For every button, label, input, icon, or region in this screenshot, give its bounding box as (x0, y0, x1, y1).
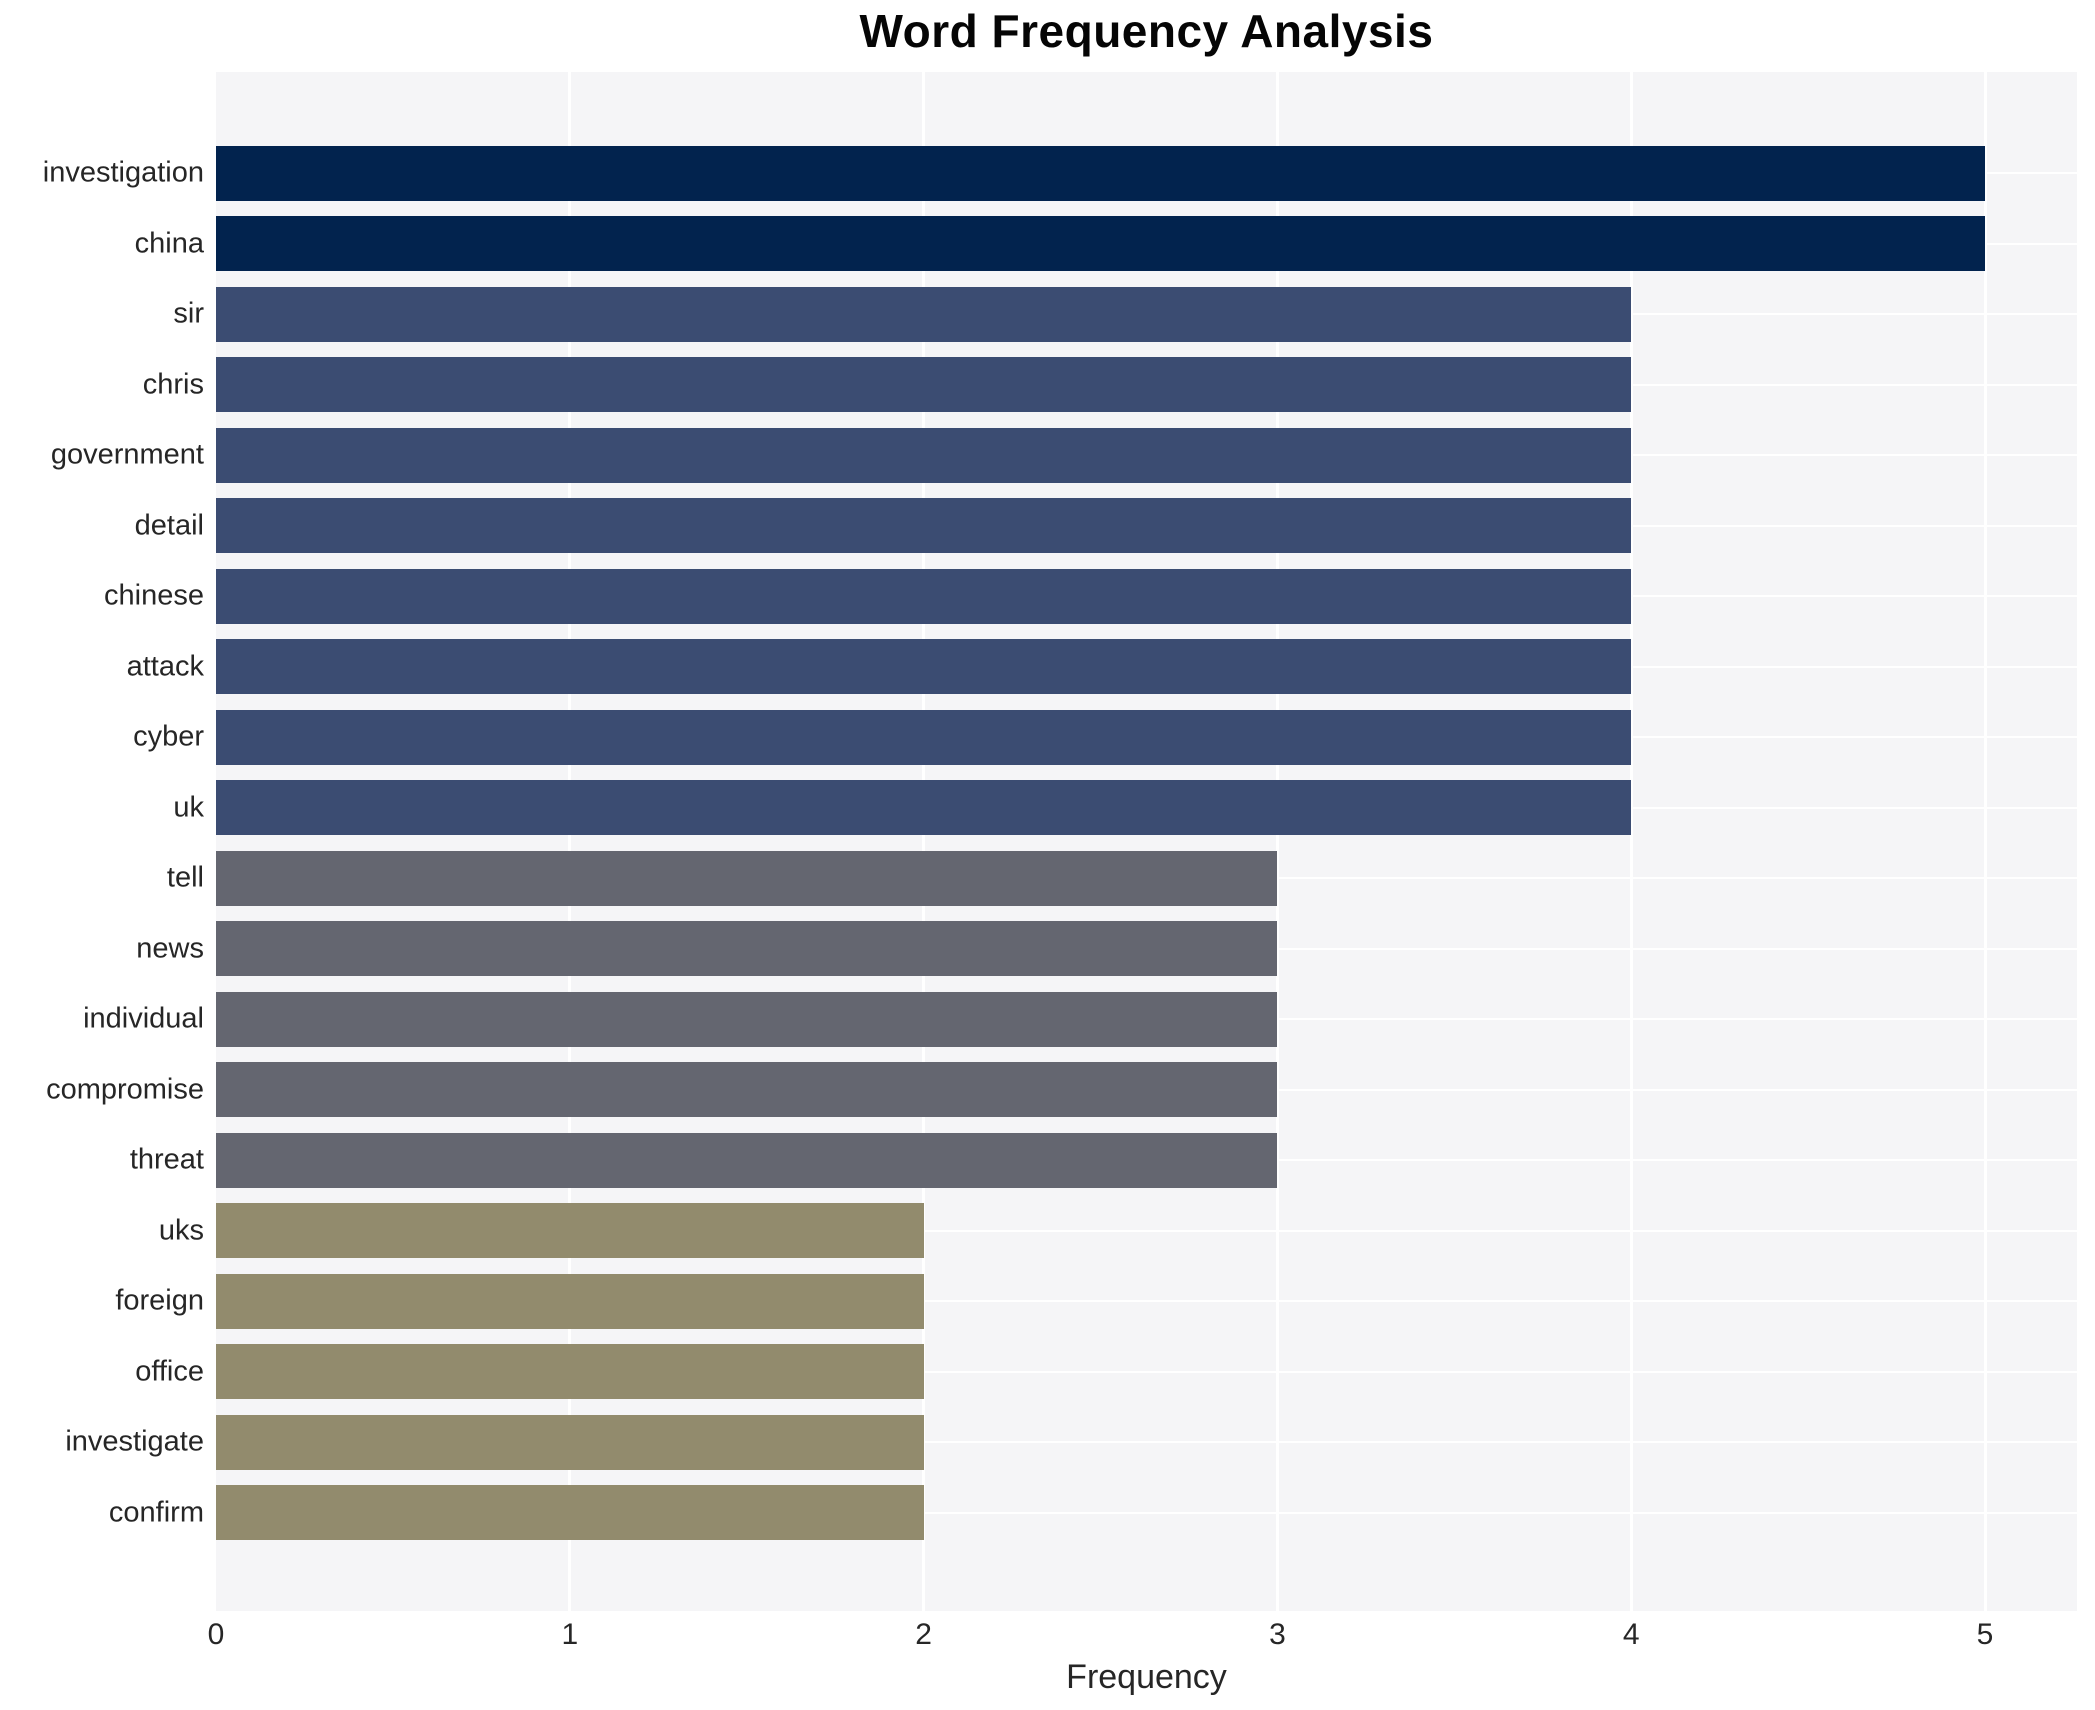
y-axis-label-china: china (134, 227, 204, 260)
bar-uk (216, 780, 1632, 836)
bar-news (216, 921, 1278, 977)
y-axis-label-investigate: investigate (65, 1425, 204, 1458)
bar-tell (216, 850, 1278, 906)
x-axis-tick-1: 1 (561, 1618, 579, 1651)
bar-china (216, 216, 1985, 272)
bar-cyber (216, 709, 1632, 765)
gridline-vertical (568, 72, 572, 1611)
gridline-vertical (1275, 72, 1279, 1611)
bar-sir (216, 286, 1632, 342)
y-axis-label-attack: attack (126, 650, 204, 683)
x-axis-title: Frequency (1066, 1658, 1227, 1696)
bar-confirm (216, 1485, 924, 1541)
x-axis-tick-3: 3 (1269, 1618, 1286, 1651)
bar-chinese (216, 568, 1632, 624)
bar-investigation (216, 145, 1985, 201)
y-axis-label-office: office (135, 1355, 204, 1388)
gridline-horizontal (216, 1441, 2077, 1444)
y-axis-label-uk: uk (173, 791, 204, 824)
bar-foreign (216, 1273, 924, 1329)
y-axis-label-chris: chris (142, 368, 204, 401)
y-axis-label-uks: uks (158, 1214, 204, 1247)
gridline-horizontal (216, 1370, 2077, 1373)
chart-title: Word Frequency Analysis (859, 5, 1434, 57)
gridline-vertical (1629, 72, 1633, 1611)
y-axis-label-investigation: investigation (42, 156, 204, 189)
y-axis-label-individual: individual (83, 1002, 204, 1035)
bar-attack (216, 639, 1632, 695)
bar-government (216, 427, 1632, 483)
y-axis-label-detail: detail (134, 509, 204, 542)
gridline-horizontal (216, 1511, 2077, 1514)
gridline-horizontal (216, 1300, 2077, 1303)
y-axis-label-government: government (50, 438, 204, 471)
y-axis: investigation china sir chris government deta… (0, 72, 204, 1611)
bar-threat (216, 1132, 1278, 1188)
bar-chris (216, 357, 1632, 413)
y-axis-label-confirm: confirm (108, 1496, 204, 1529)
bar-individual (216, 991, 1278, 1047)
bar-office (216, 1344, 924, 1400)
y-axis-label-sir: sir (173, 297, 204, 330)
x-axis-tick-4: 4 (1622, 1618, 1640, 1651)
y-axis-label-chinese: chinese (104, 579, 204, 612)
y-axis-label-threat: threat (129, 1143, 204, 1176)
y-axis-label-compromise: compromise (46, 1073, 204, 1106)
gridline-vertical (922, 72, 926, 1611)
x-axis-tick-5: 5 (1976, 1618, 1994, 1651)
bar-investigate (216, 1414, 924, 1470)
x-axis-tick-2: 2 (915, 1618, 932, 1651)
y-axis-label-foreign: foreign (115, 1284, 204, 1317)
bar-uks (216, 1203, 924, 1259)
plot-area (216, 72, 2077, 1611)
y-axis-label-tell: tell (166, 861, 204, 894)
bar-compromise (216, 1062, 1278, 1118)
gridline-horizontal (216, 1229, 2077, 1232)
y-axis-label-news: news (136, 932, 204, 965)
y-axis-label-cyber: cyber (133, 720, 204, 753)
bar-detail (216, 498, 1632, 554)
x-axis-tick-0: 0 (207, 1618, 225, 1651)
gridline-vertical (1983, 72, 1987, 1611)
